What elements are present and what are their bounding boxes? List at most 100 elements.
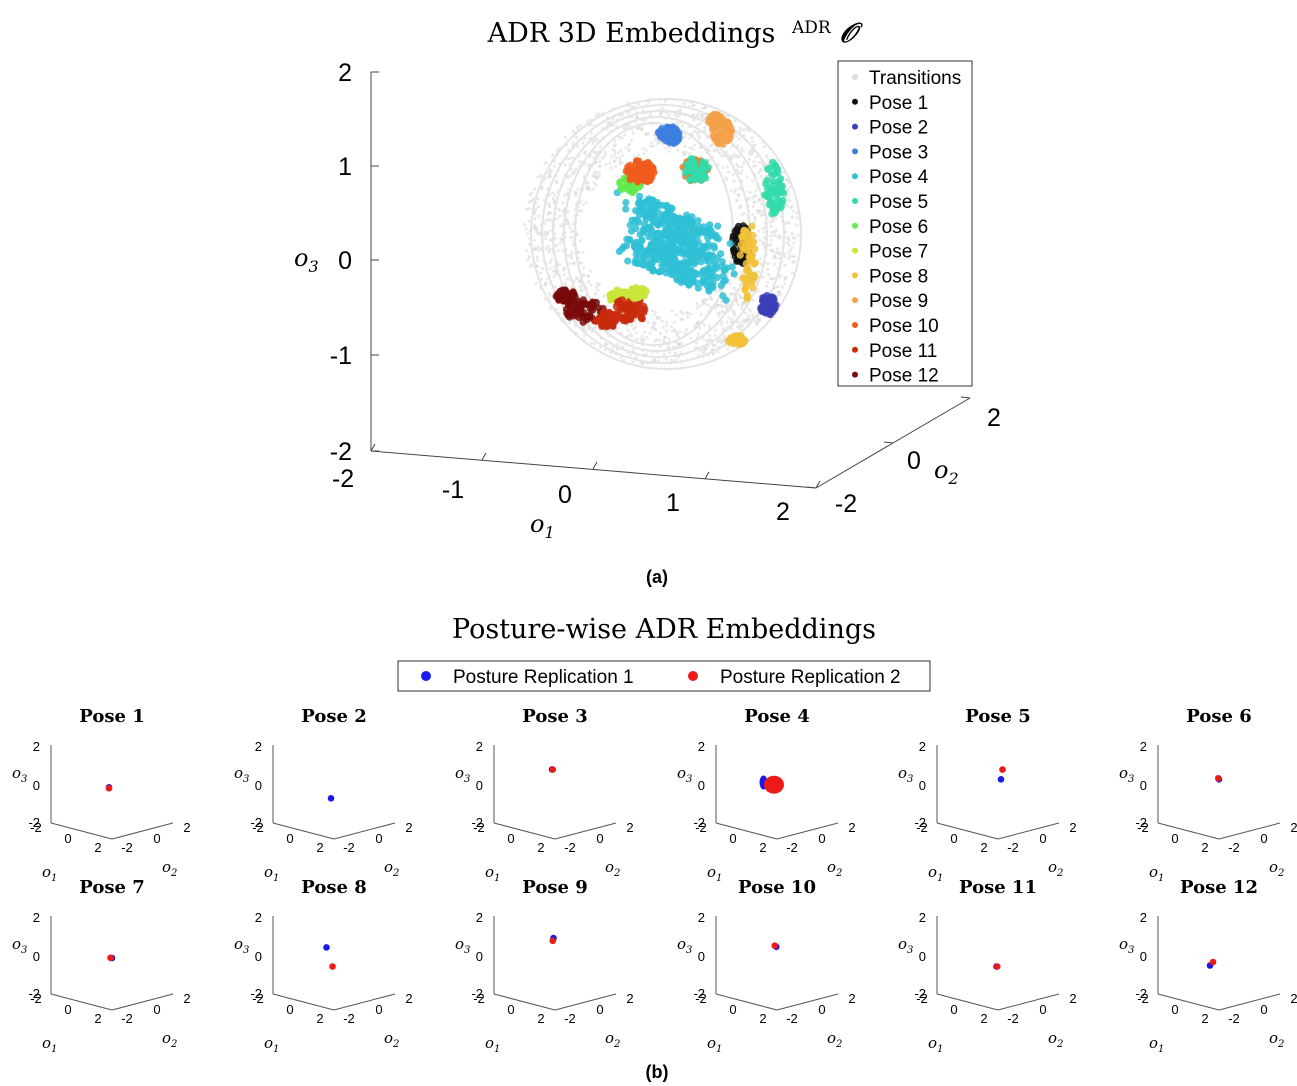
transition-point [721, 166, 725, 170]
transition-point [648, 331, 652, 336]
transition-point [556, 207, 561, 211]
transition-point [698, 122, 702, 126]
transition-point [571, 229, 575, 233]
pose-panel-y-tick: -2 [1228, 1011, 1240, 1026]
pose-point [672, 259, 680, 268]
transition-point [682, 102, 686, 106]
transition-point [613, 152, 617, 156]
pose-point [736, 251, 744, 259]
pose-panel-title: Pose 4 [744, 706, 809, 727]
pose-panel-x-label: o1 [1149, 1034, 1164, 1055]
transition-point [684, 328, 689, 332]
transition-point [713, 333, 717, 337]
transition-point [673, 329, 678, 334]
pose-point [646, 176, 654, 184]
pose-panel-z-label: o3 [1119, 764, 1134, 785]
transition-point [698, 304, 702, 308]
transition-point [594, 292, 598, 296]
transition-point [766, 262, 770, 266]
legend-marker [852, 322, 858, 328]
pose-point [675, 133, 683, 141]
x-axis-label: o1 [530, 510, 555, 542]
transition-point [543, 283, 547, 287]
transition-point [759, 167, 763, 172]
transition-point [606, 304, 610, 308]
pose-point [730, 270, 738, 278]
transition-point [791, 260, 795, 264]
x-tick-label: 2 [776, 498, 790, 526]
z-tick-label: -2 [330, 438, 352, 466]
transition-point [730, 318, 734, 322]
transition-point [669, 325, 674, 329]
transition-point [742, 161, 746, 165]
pose-panel-z-tick: 0 [698, 949, 705, 964]
pose-point [710, 242, 718, 250]
transition-point [759, 202, 763, 206]
transition-point [598, 145, 602, 149]
legend-label: Pose 5 [869, 192, 928, 213]
pose-point [631, 171, 639, 179]
pose-panel-z-tick: 2 [698, 910, 705, 925]
pose-point [697, 270, 705, 278]
transition-point [696, 112, 700, 116]
pose-point [666, 130, 674, 138]
pose-panel-y-label: o2 [1048, 1029, 1063, 1050]
transition-point [715, 290, 719, 294]
transition-point [716, 149, 720, 153]
transition-point [788, 239, 792, 243]
transition-point [570, 285, 574, 290]
transition-point [724, 303, 728, 307]
pose-point [776, 183, 784, 191]
pose-point [648, 215, 656, 223]
transition-point [566, 210, 570, 214]
transition-point [786, 235, 790, 239]
transition-point [763, 144, 767, 148]
transition-point [627, 123, 632, 127]
transition-point [587, 274, 591, 278]
pose-point [720, 278, 728, 286]
transition-point [563, 267, 567, 271]
pose-point [632, 301, 640, 309]
transition-point [775, 251, 779, 255]
transition-point [563, 135, 568, 139]
transition-point [643, 330, 647, 334]
transition-point [553, 193, 557, 197]
pose-panel-z-tick: 0 [33, 778, 40, 793]
transition-point [602, 294, 606, 298]
pose-panel-x-label: o1 [485, 1034, 500, 1055]
transition-point [757, 197, 761, 201]
pose-panel-z-tick: -2 [693, 986, 705, 1001]
transition-point [626, 328, 630, 332]
rep2-point [107, 954, 114, 962]
pose-panel-y-tick: 0 [375, 1002, 382, 1017]
chart-title-symbol: 𝒪 [839, 18, 863, 49]
transition-point [656, 359, 661, 363]
pose-point [628, 216, 636, 224]
pose-point [610, 318, 617, 325]
pose-point [638, 315, 646, 323]
transition-point [632, 154, 637, 158]
pose-point [627, 227, 636, 235]
transition-point [601, 156, 605, 160]
pose-point [742, 266, 750, 274]
transition-point [702, 323, 707, 327]
transition-point [723, 334, 727, 338]
pose-point [667, 270, 676, 279]
transition-point [750, 140, 754, 144]
transition-point [534, 281, 538, 285]
rep2-point [105, 784, 113, 792]
pose-panel-z-tick: 2 [1140, 739, 1147, 754]
pose-panel-x-tick: -2 [695, 820, 707, 835]
transition-point [663, 335, 668, 339]
transition-point [769, 238, 773, 242]
transition-point [667, 345, 671, 349]
pose-panel-title: Pose 7 [79, 877, 144, 898]
transition-point [660, 106, 665, 110]
pose-point [769, 171, 778, 179]
pose-panel-x-label: o1 [264, 863, 279, 884]
pose-panel-x-axis [936, 822, 999, 840]
transition-point [695, 305, 699, 310]
